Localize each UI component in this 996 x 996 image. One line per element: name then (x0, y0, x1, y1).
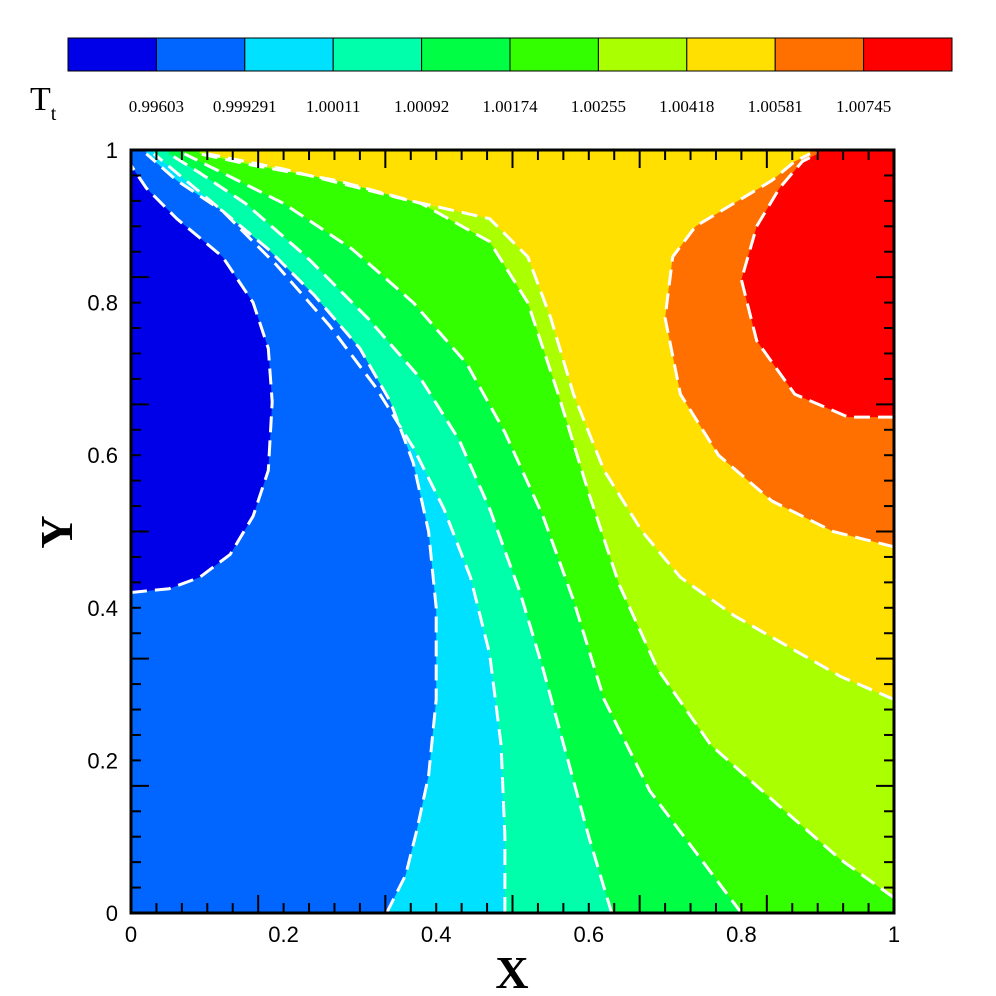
x-tick-label: 0.4 (421, 922, 452, 947)
y-tick-label: 0.8 (87, 291, 118, 316)
y-tick-label: 0.2 (87, 748, 118, 773)
colorbar (67, 37, 953, 72)
y-tick-label: 0.4 (87, 596, 118, 621)
colorbar-label: 1.00174 (482, 97, 538, 116)
colorbar-swatch (597, 37, 688, 72)
y-tick-label: 1 (106, 138, 118, 163)
colorbar-swatch (421, 37, 511, 72)
plot-area (131, 150, 894, 913)
y-axis-title: Y (31, 515, 82, 548)
contour-line (168, 152, 614, 913)
contour-line (145, 152, 438, 913)
colorbar-label: 0.999291 (213, 97, 277, 116)
colorbar-swatch (509, 37, 599, 72)
colorbar-swatch (332, 37, 423, 72)
y-tick-label: 0 (106, 901, 118, 926)
x-axis-title: X (495, 947, 528, 996)
x-axis-ticks: 0 0.2 0.4 0.6 0.8 1 (125, 150, 900, 947)
y-tick-label: 0.6 (87, 443, 118, 468)
colorbar-swatch (686, 37, 776, 72)
legend-title-subscript: t (51, 103, 57, 125)
colorbar-swatch (774, 37, 865, 72)
colorbar-swatch (67, 37, 157, 72)
y-axis-ticks: 0 0.2 0.4 0.6 0.8 1 (87, 138, 894, 926)
colorbar-swatch (863, 37, 953, 72)
colorbar-label: 1.00255 (571, 97, 626, 116)
contour-band (131, 165, 273, 593)
colorbar-labels: 0.99603 0.999291 1.00011 1.00092 1.00174 1.00… (129, 97, 891, 116)
contour-line (207, 152, 894, 701)
colorbar-label: 1.00011 (306, 97, 361, 116)
contour-line (183, 152, 743, 913)
colorbar-swatch (155, 37, 246, 72)
x-tick-label: 0 (125, 922, 137, 947)
x-tick-label: 0.6 (574, 922, 605, 947)
colorbar-swatch (244, 37, 334, 72)
contour-line (152, 152, 507, 913)
x-tick-label: 0.2 (268, 922, 299, 947)
contour-lines (131, 152, 894, 913)
colorbar-label: 1.00092 (394, 97, 449, 116)
contour-line (131, 164, 274, 594)
colorbar-label: 1.00581 (748, 97, 803, 116)
contour-line (199, 152, 894, 899)
colorbar-label: 1.00745 (836, 97, 891, 116)
x-tick-label: 0.8 (726, 922, 757, 947)
colorbar-label: 0.99603 (129, 97, 184, 116)
legend-title: Tt (30, 81, 57, 125)
colorbar-label: 1.00418 (659, 97, 714, 116)
x-tick-label: 1 (888, 922, 900, 947)
